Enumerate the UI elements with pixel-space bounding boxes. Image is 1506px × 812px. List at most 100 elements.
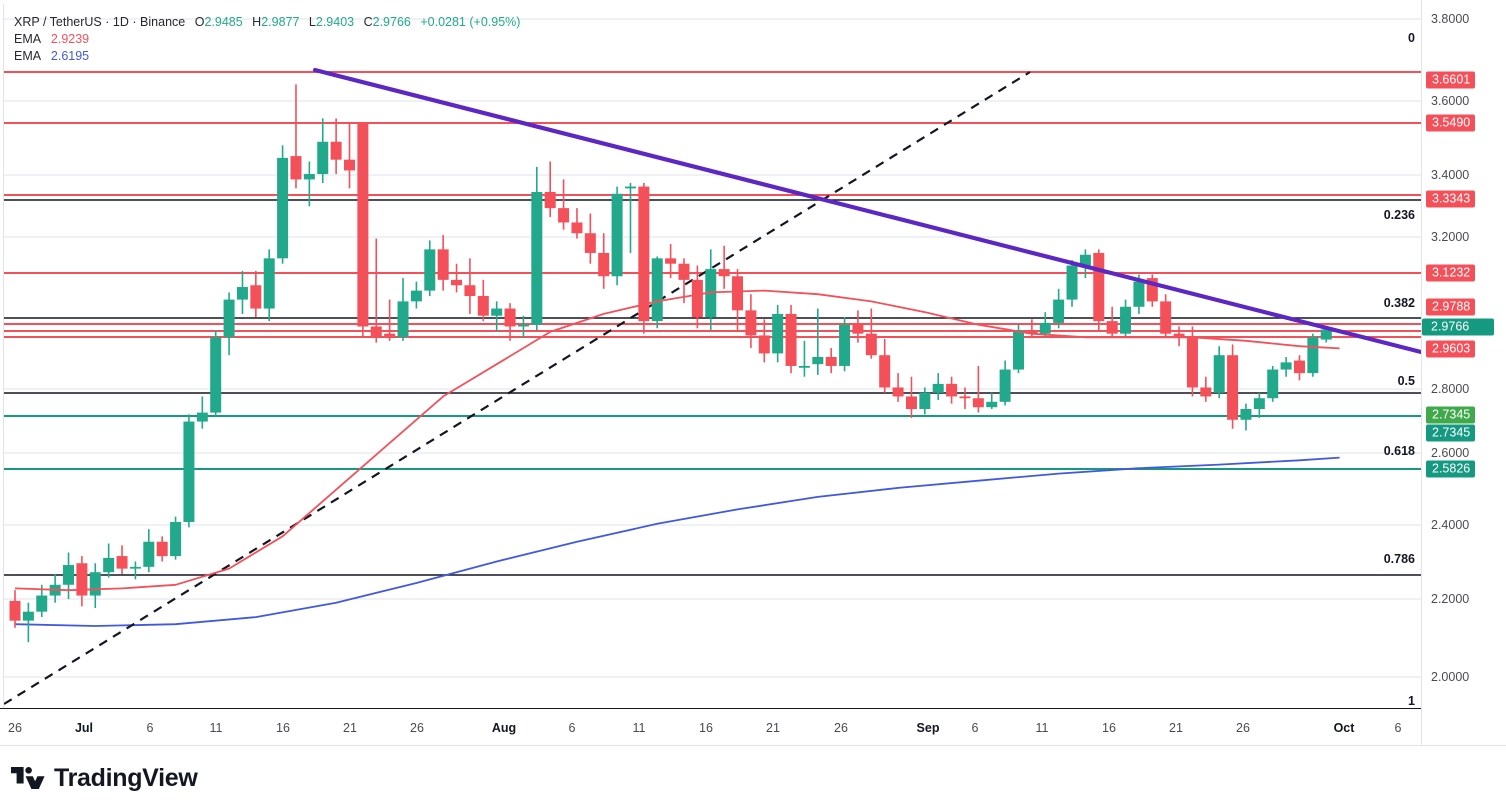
candle-body[interactable] [250,285,262,309]
candle-body[interactable] [183,421,195,523]
candle-body[interactable] [1213,355,1225,393]
candle-body[interactable] [196,412,208,422]
candle-body[interactable] [36,595,48,612]
candle-body[interactable] [839,324,851,366]
candle-body[interactable] [223,299,235,338]
candle-body[interactable] [785,313,797,366]
candle-body[interactable] [825,356,837,366]
trendline-ascending-dashed[interactable] [3,71,1031,705]
candle-body[interactable] [852,324,864,334]
candle-body[interactable] [892,387,904,397]
candle-body[interactable] [397,301,409,338]
candle-body[interactable] [1093,252,1105,322]
price-badge[interactable]: 3.3343 [1426,190,1476,208]
candle-body[interactable] [665,258,677,264]
candle-body[interactable] [718,269,730,277]
candle-body[interactable] [424,249,436,291]
candle-body[interactable] [905,396,917,410]
candle-body[interactable] [1120,306,1132,334]
price-badge[interactable]: 3.6601 [1426,71,1476,89]
candle-body[interactable] [290,156,302,180]
candle-body[interactable] [103,557,115,573]
candle-body[interactable] [1160,301,1172,334]
candle-body[interactable] [571,222,583,234]
candle-body[interactable] [531,191,543,325]
candle-body[interactable] [116,556,128,569]
candle-body[interactable] [986,401,998,408]
candle-body[interactable] [624,186,636,189]
candle-body[interactable] [63,565,75,585]
candle-body[interactable] [22,611,34,621]
candle-body[interactable] [330,141,342,160]
candle-body[interactable] [464,285,476,297]
price-badge[interactable]: 2.9603 [1426,340,1476,358]
candle-body[interactable] [919,392,931,410]
candle-body[interactable] [865,333,877,356]
candle-body[interactable] [517,324,529,327]
candle-body[interactable] [745,310,757,336]
candle-body[interactable] [1267,369,1279,399]
candle-body[interactable] [1307,337,1319,374]
candle-body[interactable] [758,335,770,354]
candle-body[interactable] [357,122,369,327]
candle-body[interactable] [1320,329,1332,340]
candle-body[interactable] [946,383,958,397]
price-badge[interactable]: 2.9788 [1426,298,1476,316]
candle-body[interactable] [1146,278,1158,302]
candle-body[interactable] [1133,281,1145,307]
candle-body[interactable] [170,522,182,557]
candle-body[interactable] [344,159,355,171]
candle-body[interactable] [812,356,824,365]
candle-body[interactable] [544,191,556,209]
candle-body[interactable] [611,193,623,277]
candle-body[interactable] [263,258,275,309]
candle-body[interactable] [504,308,516,327]
time-axis[interactable]: 26 Jul 6 11 16 21 26 Aug 6 11 16 21 26 Sep 6 11 16 21 26 Oc… [0,708,1421,745]
price-badge[interactable]: 3.5490 [1426,114,1476,132]
candle-body[interactable] [1106,321,1118,334]
tradingview-logo[interactable]: TradingView [11,763,198,793]
candle-body[interactable] [932,383,944,393]
candle-body[interactable] [584,233,596,253]
candle-body[interactable] [1079,254,1091,266]
candle-body[interactable] [89,572,101,596]
candle-body[interactable] [651,258,663,322]
candle-body[interactable] [1173,333,1185,338]
candle-body[interactable] [999,369,1011,402]
candle-body[interactable] [236,287,248,300]
price-axis[interactable]: 3.8000 3.6000 3.4000 3.2000 2.8000 2.6000 2.40… [1421,0,1506,745]
price-badge[interactable]: 2.9766 [1422,318,1494,336]
price-badge[interactable]: 2.7345 [1426,424,1476,442]
candle-body[interactable] [451,279,463,286]
candle-body[interactable] [558,208,570,223]
price-badge[interactable]: 2.7345 [1426,406,1476,424]
candle-body[interactable] [1186,337,1198,388]
candle-body[interactable] [1280,362,1292,370]
candle-body[interactable] [210,337,222,413]
candle-body[interactable] [9,600,21,621]
price-badge[interactable]: 3.1232 [1426,264,1476,282]
candle-body[interactable] [1293,360,1305,374]
candle-body[interactable] [598,252,610,277]
candle-body[interactable] [959,396,971,399]
trendline-descending-resistance[interactable] [312,67,1421,355]
candle-body[interactable] [1039,322,1051,334]
candle-body[interactable] [638,186,650,322]
candle-body[interactable] [477,296,489,316]
candle-body[interactable] [1253,398,1265,410]
candle-body[interactable] [303,174,315,180]
chart-plot-area[interactable] [0,4,1421,708]
candle-body[interactable] [76,563,88,596]
candle-body[interactable] [1200,387,1212,397]
candle-body[interactable] [156,541,168,557]
candle-body[interactable] [798,365,810,368]
candle-body[interactable] [370,326,382,338]
candle-body[interactable] [129,566,141,569]
candle-body[interactable] [1240,409,1252,420]
candle-body[interactable] [410,290,422,302]
candle-body[interactable] [437,249,449,280]
candle-body[interactable] [678,263,690,280]
candle-body[interactable] [1066,265,1078,300]
candle-body[interactable] [1227,355,1239,420]
candle-body[interactable] [143,541,155,567]
